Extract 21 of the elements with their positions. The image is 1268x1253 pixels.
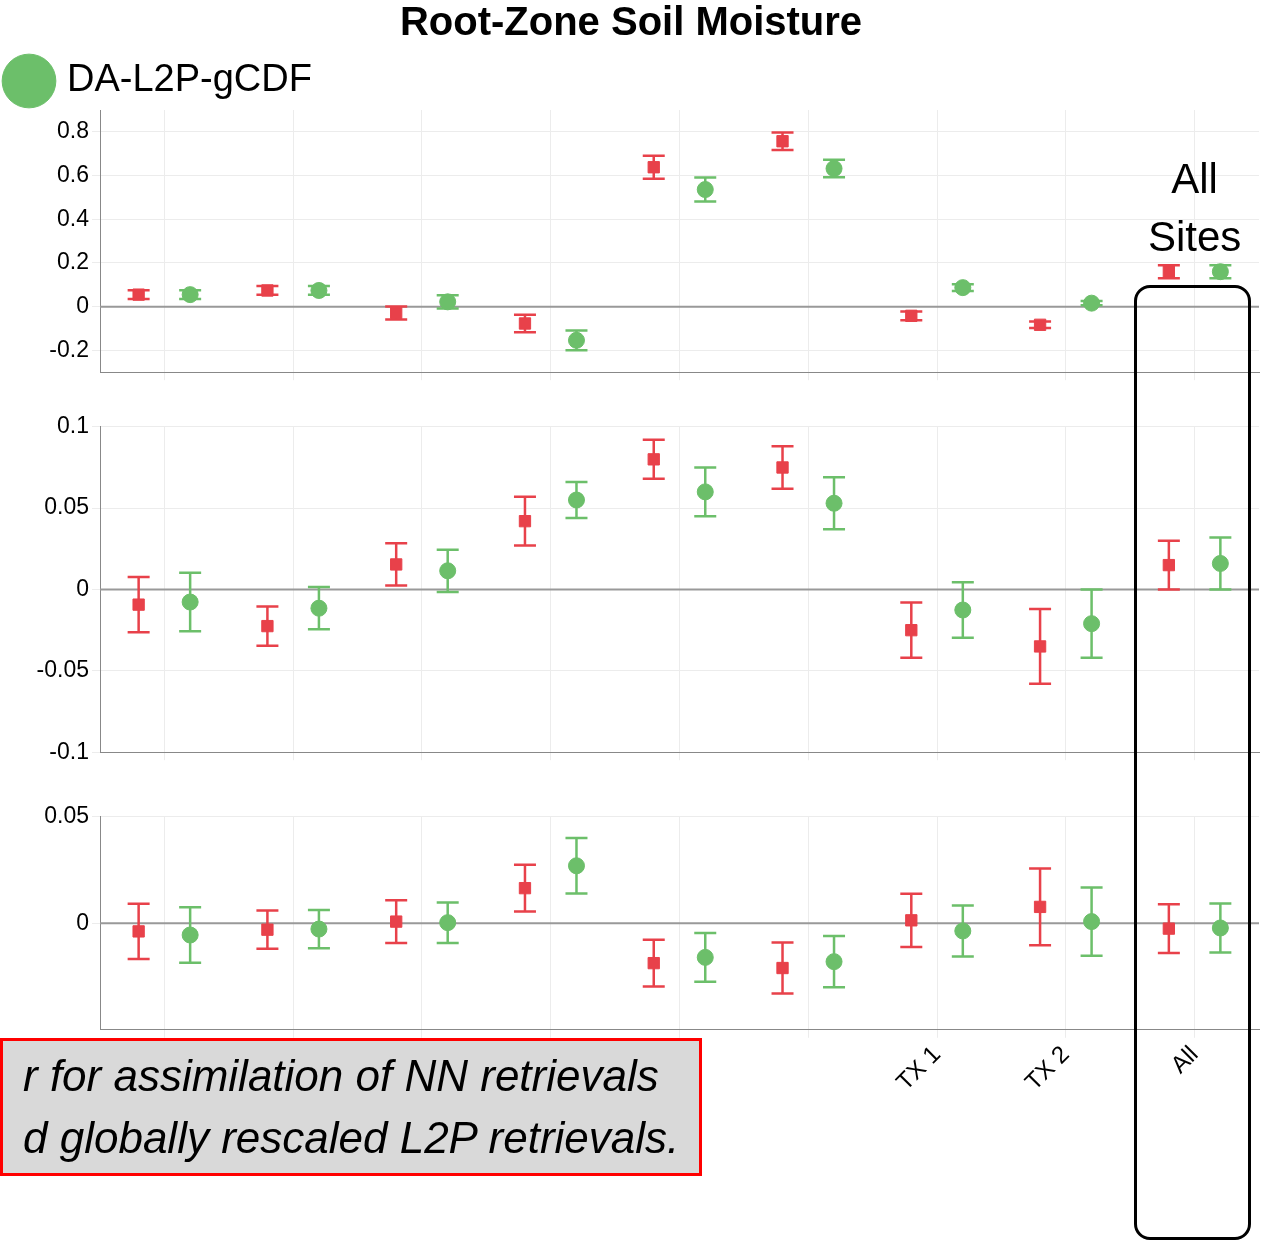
chart-title: Root-Zone Soil Moisture (399, 0, 863, 44)
y-tick-label: 0.4 (57, 204, 90, 231)
y-tick-label: 0.05 (44, 493, 89, 520)
y-tick-label: -0.05 (36, 656, 89, 683)
text: d globally rescaled L2P retrievals. (23, 1111, 680, 1164)
y-tick-label: 0.6 (57, 160, 89, 187)
annotation: All Sites (1146, 154, 1243, 262)
y-tick-label: -0.1 (49, 737, 89, 764)
y-tick-label: 0 (76, 291, 89, 318)
y-tick-label: 0.8 (57, 117, 89, 144)
text: r for assimilation of NN retrievals (23, 1049, 660, 1102)
x-tick-label: TX 1 (890, 1040, 946, 1096)
legend-label: DA-L2P-gCDF (67, 57, 312, 100)
x-tick-label: All (1164, 1040, 1203, 1079)
x-tick-label: TX 2 (1019, 1040, 1075, 1096)
y-tick-label: 0.05 (44, 802, 89, 829)
y-tick-label: 0.1 (57, 412, 89, 439)
y-tick-label: 0 (76, 908, 89, 935)
y-tick-label: 0.2 (57, 248, 89, 275)
y-tick-label: -0.2 (49, 335, 89, 362)
y-tick-label: 0 (76, 574, 89, 601)
